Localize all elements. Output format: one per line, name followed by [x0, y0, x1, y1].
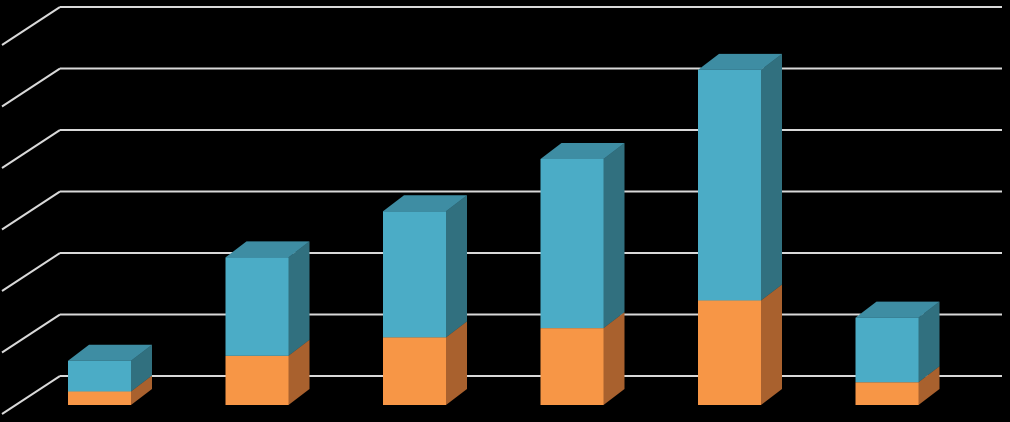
gridlines: [1, 6, 1002, 415]
bar-segment-side: [446, 321, 467, 405]
bar-segment-front: [68, 360, 131, 392]
bar-segment-side: [603, 143, 625, 329]
bar-top-face: [698, 53, 782, 70]
bar-segment-front: [855, 382, 919, 405]
bar-segment-side: [131, 344, 152, 392]
bar-top-face: [540, 143, 625, 159]
bar-segment-side: [446, 195, 467, 338]
bar-segment-front: [383, 211, 446, 338]
bar-segment-side: [288, 339, 310, 405]
bar-segment-front: [225, 355, 289, 405]
bar-top-face: [68, 344, 152, 361]
bar-top-face: [383, 195, 467, 212]
bar-segment-front: [68, 391, 131, 405]
bar-segment-side: [288, 241, 310, 356]
bar-segment-front: [383, 337, 446, 405]
bar-segment-side: [131, 375, 152, 405]
bar-segment-side: [918, 301, 940, 383]
bar-segment-front: [698, 300, 761, 405]
bar-segment-side: [918, 366, 940, 405]
bar-segment-side: [603, 312, 625, 405]
gridline-wall: [1, 129, 61, 169]
bar-segment-front: [540, 159, 604, 329]
gridline-wall: [1, 6, 61, 46]
bar-segment-front: [698, 69, 761, 301]
bar-segment-side: [761, 53, 782, 301]
gridline-wall: [1, 67, 61, 108]
bar-segment-front: [855, 317, 919, 383]
gridline-wall: [1, 313, 61, 354]
bar-segment-front: [225, 257, 289, 356]
bar-series: [68, 53, 940, 405]
bar-top-face: [225, 241, 310, 258]
gridline-wall: [1, 190, 61, 231]
gridline-wall: [1, 252, 61, 292]
bar-segment-front: [540, 328, 604, 405]
bar-top-face: [855, 301, 940, 318]
bar-segment-side: [761, 284, 782, 405]
gridline-wall: [1, 375, 61, 415]
